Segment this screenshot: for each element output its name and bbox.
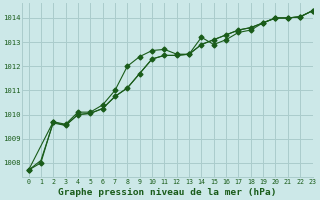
- X-axis label: Graphe pression niveau de la mer (hPa): Graphe pression niveau de la mer (hPa): [58, 188, 277, 197]
